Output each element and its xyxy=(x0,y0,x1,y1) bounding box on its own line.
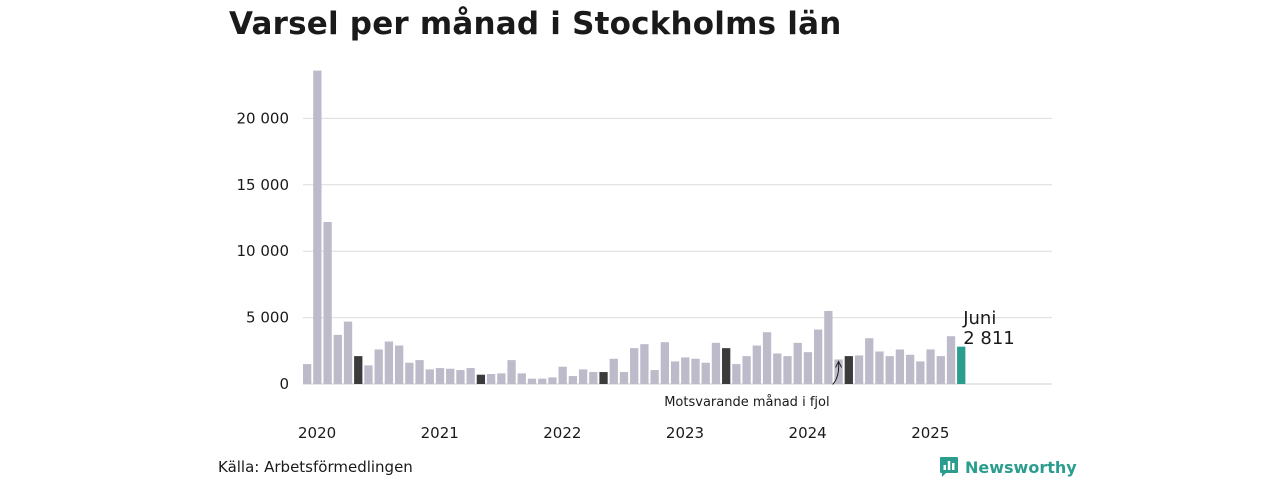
bar xyxy=(732,364,741,384)
x-tick-label: 2020 xyxy=(298,424,336,442)
bars xyxy=(303,70,966,384)
bar xyxy=(527,378,537,384)
bar xyxy=(865,338,874,384)
bar xyxy=(630,348,639,384)
bar xyxy=(752,345,761,384)
bar xyxy=(517,373,526,384)
bar xyxy=(803,352,813,384)
bar-same-month xyxy=(476,374,486,384)
bar xyxy=(486,374,496,384)
bar xyxy=(619,372,629,384)
annotation-arrow xyxy=(832,362,840,385)
bar xyxy=(650,370,659,384)
x-tick-label: 2022 xyxy=(543,424,581,442)
brand-name: Newsworthy xyxy=(965,457,1077,477)
bar xyxy=(711,342,721,384)
bar xyxy=(343,321,353,384)
bar xyxy=(936,356,945,384)
x-axis-labels: 2020 2021 2022 2023 2024 2025 xyxy=(298,424,949,442)
bar xyxy=(578,369,588,384)
bar xyxy=(885,356,894,384)
chart-title: Varsel per månad i Stockholms län xyxy=(229,6,842,42)
bar xyxy=(497,373,506,384)
y-tick-label: 20 000 xyxy=(237,109,290,127)
bar-chart-logo-icon xyxy=(940,457,958,477)
bar xyxy=(333,334,342,384)
bar xyxy=(773,353,782,384)
y-tick-label: 0 xyxy=(279,375,289,393)
bar xyxy=(762,332,772,384)
source-note: Källa: Arbetsförmedlingen xyxy=(218,458,413,476)
bar xyxy=(895,349,905,384)
annotation-arrowhead xyxy=(835,360,843,368)
bar xyxy=(425,369,434,384)
bar xyxy=(670,361,680,384)
bar xyxy=(691,358,700,384)
bar xyxy=(926,349,935,384)
bar xyxy=(435,368,445,384)
x-tick-label: 2024 xyxy=(789,424,827,442)
bar xyxy=(905,354,915,384)
bar xyxy=(394,345,404,384)
latest-month-label: Juni xyxy=(962,308,996,329)
x-tick-label: 2025 xyxy=(911,424,949,442)
y-tick-label: 10 000 xyxy=(237,242,290,260)
bar xyxy=(681,357,690,384)
bar xyxy=(558,366,567,384)
bar xyxy=(609,358,618,384)
gridlines xyxy=(303,117,1052,385)
bar xyxy=(507,360,516,384)
bar xyxy=(793,342,802,384)
bar-latest xyxy=(957,346,966,384)
bar-same-month xyxy=(722,348,731,384)
bar xyxy=(854,355,864,384)
x-tick-label: 2023 xyxy=(666,424,704,442)
bar xyxy=(783,356,792,384)
bar xyxy=(303,364,312,384)
bar xyxy=(701,362,710,384)
brand-logo: Newsworthy xyxy=(939,456,1077,478)
bar xyxy=(415,360,424,384)
bar xyxy=(814,329,823,384)
bar xyxy=(374,349,383,384)
bar xyxy=(466,368,475,384)
bar xyxy=(364,365,373,384)
bar xyxy=(456,370,465,384)
y-axis-labels: 0 5 000 10 000 15 000 20 000 xyxy=(237,109,290,393)
bar xyxy=(875,351,884,384)
y-tick-label: 5 000 xyxy=(246,309,289,327)
annotation-text: Motsvarande månad i fjol xyxy=(664,395,829,410)
bar xyxy=(640,344,649,384)
bar xyxy=(660,342,669,384)
y-tick-label: 15 000 xyxy=(237,176,290,194)
bar-same-month xyxy=(354,356,363,384)
bar xyxy=(538,378,547,384)
bar xyxy=(384,341,394,384)
bar xyxy=(916,361,925,384)
bar xyxy=(446,368,455,384)
x-tick-label: 2021 xyxy=(421,424,459,442)
bar xyxy=(589,372,598,384)
bar xyxy=(568,376,578,384)
bar xyxy=(323,221,332,384)
bar xyxy=(946,336,956,384)
bar xyxy=(548,377,557,384)
bar xyxy=(824,310,833,384)
bar xyxy=(405,362,414,384)
bar xyxy=(742,356,751,384)
bar xyxy=(313,70,322,384)
bar-same-month xyxy=(844,356,853,384)
latest-value-label: 2 811 xyxy=(963,328,1015,349)
bar-same-month xyxy=(599,372,608,384)
